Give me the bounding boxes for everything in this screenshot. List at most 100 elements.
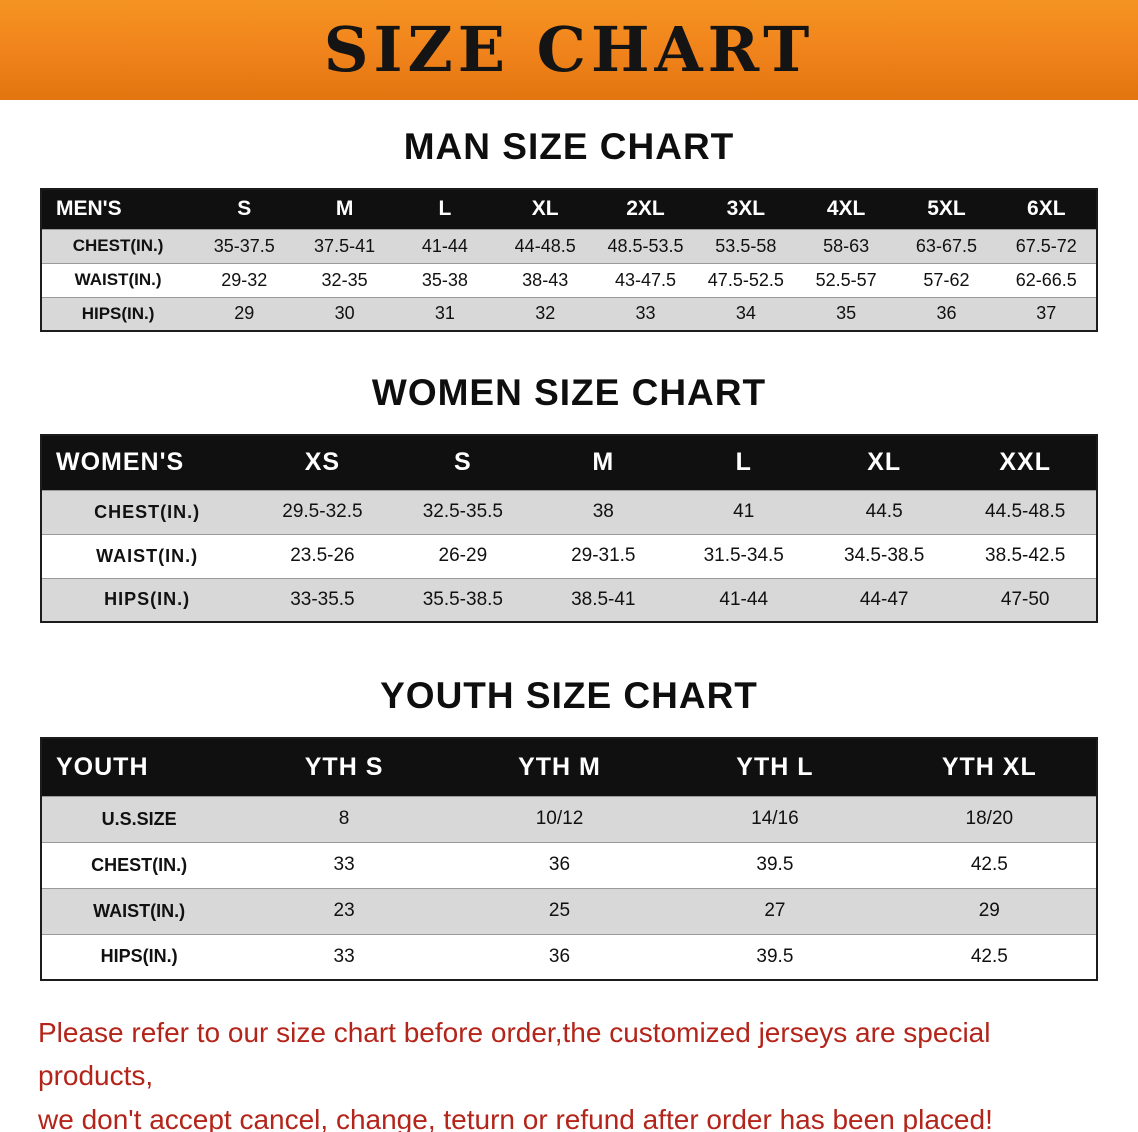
size-value: 29 — [882, 888, 1097, 934]
men-size-header: XL — [495, 189, 596, 229]
size-value: 38.5-42.5 — [954, 534, 1097, 578]
size-value: 47.5-52.5 — [695, 263, 796, 297]
men-size-header: S — [194, 189, 295, 229]
size-value: 43-47.5 — [595, 263, 696, 297]
men-waist-row: WAIST(IN.) 29-32 32-35 35-38 38-43 43-47… — [41, 263, 1097, 297]
women-size-header: L — [673, 435, 814, 490]
size-value: 39.5 — [667, 842, 883, 888]
size-value: 35.5-38.5 — [392, 578, 534, 622]
size-value: 8 — [236, 796, 452, 842]
row-label: WAIST(IN.) — [41, 534, 253, 578]
size-value: 47-50 — [954, 578, 1097, 622]
size-value: 42.5 — [882, 842, 1097, 888]
row-label: CHEST(IN.) — [41, 229, 195, 263]
size-value: 33 — [595, 297, 696, 331]
size-value: 38 — [533, 490, 674, 534]
size-value: 23.5-26 — [252, 534, 393, 578]
disclaimer-line-1: Please refer to our size chart before or… — [38, 1017, 991, 1092]
size-value: 37.5-41 — [294, 229, 395, 263]
size-value: 34 — [695, 297, 796, 331]
size-value: 32 — [495, 297, 596, 331]
youth-size-table: YOUTH YTH S YTH M YTH L YTH XL U.S.SIZE … — [40, 737, 1098, 981]
men-size-header: 5XL — [896, 189, 997, 229]
size-value: 41 — [673, 490, 814, 534]
size-value: 36 — [451, 842, 668, 888]
banner: SIZE CHART — [0, 0, 1138, 100]
row-label: HIPS(IN.) — [41, 297, 195, 331]
men-size-header: 6XL — [996, 189, 1097, 229]
youth-section-heading: YOUTH SIZE CHART — [380, 675, 758, 716]
row-label: HIPS(IN.) — [41, 934, 237, 980]
size-value: 26-29 — [392, 534, 534, 578]
women-section-heading: WOMEN SIZE CHART — [371, 372, 767, 413]
size-value: 42.5 — [882, 934, 1097, 980]
size-value: 31 — [394, 297, 496, 331]
size-value: 29.5-32.5 — [252, 490, 393, 534]
size-value: 36 — [896, 297, 997, 331]
youth-section: YOUTH SIZE CHART YOUTH YTH S YTH M YTH L… — [0, 675, 1138, 981]
youth-hips-row: HIPS(IN.) 33 36 39.5 42.5 — [41, 934, 1097, 980]
size-value: 25 — [451, 888, 668, 934]
men-size-header: 4XL — [795, 189, 897, 229]
youth-chest-row: CHEST(IN.) 33 36 39.5 42.5 — [41, 842, 1097, 888]
youth-size-header: YTH S — [236, 738, 452, 796]
men-size-header: 2XL — [595, 189, 696, 229]
size-value: 41-44 — [394, 229, 496, 263]
size-value: 14/16 — [667, 796, 883, 842]
women-header-row: WOMEN'S XS S M L XL XXL — [41, 435, 1097, 490]
youth-waist-row: WAIST(IN.) 23 25 27 29 — [41, 888, 1097, 934]
men-size-header: L — [394, 189, 496, 229]
size-value: 67.5-72 — [996, 229, 1097, 263]
women-waist-row: WAIST(IN.) 23.5-26 26-29 29-31.5 31.5-34… — [41, 534, 1097, 578]
size-value: 33 — [236, 842, 452, 888]
youth-size-header: YTH M — [451, 738, 668, 796]
men-size-header: 3XL — [695, 189, 796, 229]
women-chest-row: CHEST(IN.) 29.5-32.5 32.5-35.5 38 41 44.… — [41, 490, 1097, 534]
page-title: SIZE CHART — [323, 13, 815, 86]
size-value: 34.5-38.5 — [813, 534, 955, 578]
size-value: 31.5-34.5 — [673, 534, 814, 578]
size-value: 33 — [236, 934, 452, 980]
row-label: WAIST(IN.) — [41, 263, 195, 297]
size-value: 10/12 — [451, 796, 668, 842]
men-section: MAN SIZE CHART MEN'S S M L XL 2XL 3XL 4X… — [0, 126, 1138, 332]
size-value: 37 — [996, 297, 1097, 331]
disclaimer-line-2: we don't accept cancel, change, teturn o… — [38, 1103, 993, 1132]
size-value: 27 — [667, 888, 883, 934]
size-value: 44-48.5 — [495, 229, 596, 263]
men-section-heading: MAN SIZE CHART — [403, 126, 735, 167]
row-label: HIPS(IN.) — [41, 578, 253, 622]
men-size-table: MEN'S S M L XL 2XL 3XL 4XL 5XL 6XL CHEST… — [40, 188, 1098, 332]
youth-corner-label: YOUTH — [41, 738, 237, 796]
size-value: 35-38 — [394, 263, 496, 297]
women-size-header: M — [533, 435, 674, 490]
size-value: 53.5-58 — [695, 229, 796, 263]
size-value: 58-63 — [795, 229, 897, 263]
row-label: U.S.SIZE — [41, 796, 237, 842]
size-value: 44-47 — [813, 578, 955, 622]
men-corner-label: MEN'S — [41, 189, 195, 229]
size-value: 32-35 — [294, 263, 395, 297]
row-label: CHEST(IN.) — [41, 490, 253, 534]
women-hips-row: HIPS(IN.) 33-35.5 35.5-38.5 38.5-41 41-4… — [41, 578, 1097, 622]
men-size-header: M — [294, 189, 395, 229]
size-value: 35 — [795, 297, 897, 331]
size-value: 36 — [451, 934, 668, 980]
size-value: 48.5-53.5 — [595, 229, 696, 263]
size-value: 62-66.5 — [996, 263, 1097, 297]
youth-size-header: YTH L — [667, 738, 883, 796]
row-label: WAIST(IN.) — [41, 888, 237, 934]
disclaimer-note: Please refer to our size chart before or… — [0, 1011, 1138, 1132]
women-size-header: XXL — [954, 435, 1097, 490]
women-corner-label: WOMEN'S — [41, 435, 253, 490]
size-value: 35-37.5 — [194, 229, 295, 263]
women-section: WOMEN SIZE CHART WOMEN'S XS S M L XL XXL — [0, 372, 1138, 623]
size-value: 41-44 — [673, 578, 814, 622]
men-header-row: MEN'S S M L XL 2XL 3XL 4XL 5XL 6XL — [41, 189, 1097, 229]
women-size-header: S — [392, 435, 534, 490]
men-hips-row: HIPS(IN.) 29 30 31 32 33 34 35 36 37 — [41, 297, 1097, 331]
size-value: 29 — [194, 297, 295, 331]
size-value: 44.5 — [813, 490, 955, 534]
women-size-header: XL — [813, 435, 955, 490]
